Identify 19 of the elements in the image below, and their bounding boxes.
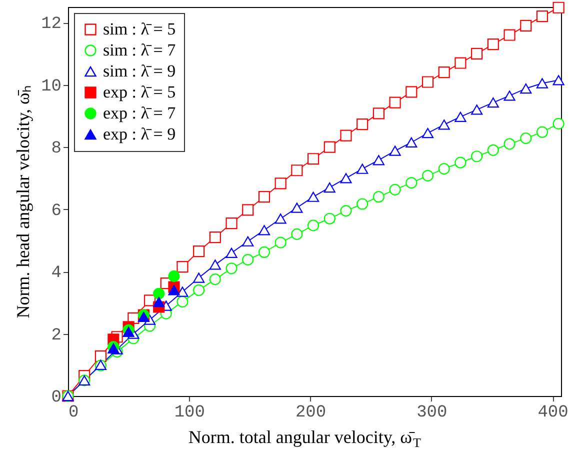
y-tick-label: 8 bbox=[51, 140, 62, 159]
y-axis-title: Norm. head angular velocity, ω̄ₕ bbox=[13, 86, 34, 318]
y-tick-label: 2 bbox=[51, 326, 62, 346]
y-tick-label: 6 bbox=[51, 202, 62, 221]
legend-label: sim : λ̄ = 5 bbox=[103, 20, 176, 38]
y-tick-label: 0 bbox=[51, 388, 62, 408]
x-tick-label: 100 bbox=[174, 404, 205, 422]
legend-label: sim : λ̄ = 7 bbox=[103, 40, 176, 60]
y-tick-label: 12 bbox=[41, 15, 62, 34]
x-tick-label: 400 bbox=[538, 404, 568, 422]
legend-label: sim : λ̄ = 9 bbox=[103, 62, 176, 80]
x-tick-label: 300 bbox=[416, 404, 448, 422]
legend-label: exp : λ̄ = 9 bbox=[103, 124, 176, 144]
x-tick-label: 200 bbox=[295, 404, 326, 422]
legend-label: exp : λ̄ = 5 bbox=[103, 82, 176, 102]
legend-label: exp : λ̄ = 7 bbox=[103, 104, 176, 122]
y-tick-label: 10 bbox=[41, 77, 62, 96]
x-tick-label: 0 bbox=[68, 404, 79, 422]
y-tick-label: 4 bbox=[51, 264, 62, 284]
